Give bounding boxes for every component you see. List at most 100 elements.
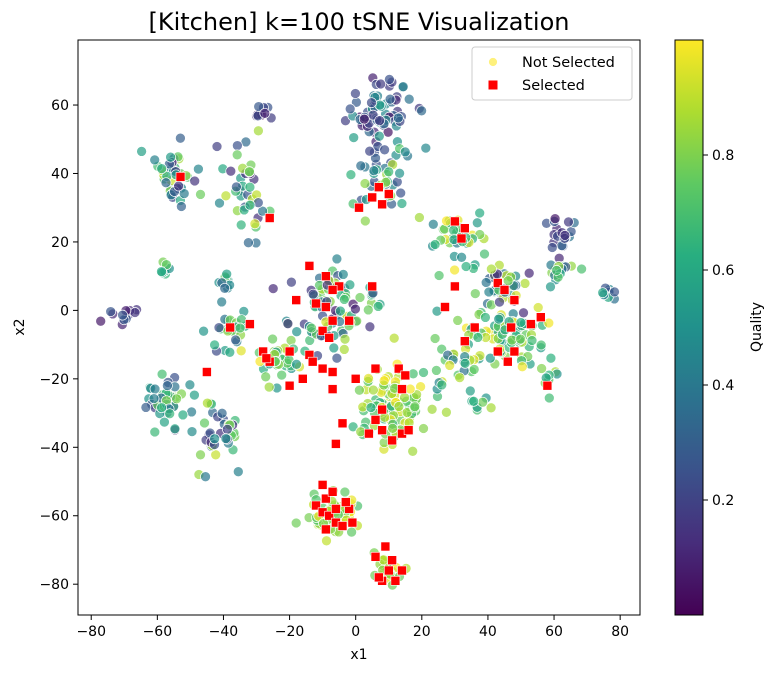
not-selected-point <box>384 93 396 105</box>
selected-point <box>202 367 212 377</box>
selected-point <box>324 332 335 343</box>
not-selected-point <box>563 216 574 228</box>
not-selected-point <box>338 294 350 305</box>
not-selected-point <box>480 312 491 323</box>
not-selected-point <box>397 81 409 93</box>
not-selected-point <box>474 207 486 219</box>
selected-point <box>175 172 186 182</box>
y-tick-label: 20 <box>51 235 69 251</box>
y-tick-label: 40 <box>51 166 69 182</box>
not-selected-point <box>370 152 381 164</box>
not-selected-point <box>117 309 128 321</box>
not-selected-point <box>335 305 346 317</box>
not-selected-point <box>493 313 505 325</box>
not-selected-point <box>433 270 445 281</box>
plot-frame <box>77 39 641 616</box>
not-selected-point <box>416 105 427 117</box>
selected-point <box>364 428 374 439</box>
not-selected-point <box>395 187 407 199</box>
not-selected-point <box>367 384 379 396</box>
not-selected-point <box>456 251 467 263</box>
selected-point <box>367 281 378 292</box>
not-selected-point <box>136 146 147 157</box>
not-selected-point <box>149 383 161 395</box>
not-selected-point <box>477 396 489 408</box>
not-selected-point <box>375 78 387 90</box>
not-selected-point <box>339 486 351 498</box>
selected-point <box>284 380 295 391</box>
not-selected-point <box>454 372 466 383</box>
y-tick-label: −40 <box>39 440 69 456</box>
not-selected-point <box>363 373 374 384</box>
not-selected-point <box>494 296 505 308</box>
not-selected-point <box>459 357 471 369</box>
not-selected-point <box>452 315 464 326</box>
not-selected-point <box>231 181 242 193</box>
colorbar-gradient <box>675 40 703 615</box>
chart-title: [Kitchen] k=100 tSNE Visualization <box>149 8 570 36</box>
not-selected-point <box>249 218 261 230</box>
selected-point <box>347 517 358 528</box>
not-selected-point <box>354 292 366 303</box>
selected-point <box>327 285 338 295</box>
not-selected-point <box>198 325 209 337</box>
not-selected-point <box>545 352 557 364</box>
not-selected-point <box>221 268 233 280</box>
selected-point <box>397 565 407 576</box>
not-selected-point <box>95 315 107 327</box>
not-selected-point <box>609 286 620 298</box>
y-tick-label: 0 <box>60 303 69 319</box>
not-selected-point <box>195 449 206 461</box>
not-selected-point <box>222 423 233 435</box>
not-selected-point <box>543 392 555 404</box>
not-selected-point <box>399 392 410 403</box>
not-selected-point <box>535 339 547 351</box>
not-selected-point <box>429 239 441 250</box>
not-selected-point <box>189 389 200 401</box>
x-axis-ticks: −80 −60 −40 −20 0 20 40 60 80 <box>76 615 629 640</box>
not-selected-point <box>502 275 514 287</box>
x-tick-label: 20 <box>413 624 431 640</box>
not-selected-point <box>260 371 272 383</box>
selected-point <box>387 435 397 446</box>
not-selected-point <box>199 417 210 429</box>
not-selected-point <box>383 166 395 178</box>
not-selected-point <box>243 237 254 249</box>
selected-point <box>459 223 470 233</box>
not-selected-point <box>427 218 439 230</box>
not-selected-point <box>384 74 395 85</box>
not-selected-point <box>276 369 288 381</box>
not-selected-point <box>403 93 415 105</box>
selected-point <box>284 346 295 357</box>
selected-point <box>459 336 470 347</box>
not-selected-point <box>597 287 609 299</box>
not-selected-point <box>372 301 384 312</box>
not-selected-point <box>472 332 484 343</box>
selected-point <box>469 322 480 333</box>
not-selected-point <box>184 379 196 391</box>
not-selected-point <box>546 242 558 253</box>
not-selected-point <box>362 304 374 316</box>
not-selected-point <box>337 269 349 280</box>
not-selected-point <box>519 278 531 289</box>
selected-point <box>331 439 341 449</box>
not-selected-point <box>359 215 371 227</box>
not-selected-point <box>350 88 361 99</box>
not-selected-point <box>418 367 429 378</box>
not-selected-point <box>232 466 244 478</box>
not-selected-point <box>355 160 367 172</box>
not-selected-point <box>516 361 528 373</box>
not-selected-point <box>259 107 271 119</box>
y-axis-ticks: −80 −60 −40 −20 0 20 40 60 <box>39 98 78 593</box>
not-selected-point <box>436 379 448 391</box>
selected-point <box>344 315 354 326</box>
not-selected-point <box>160 177 172 189</box>
selected-point <box>383 565 394 576</box>
y-tick-label: −60 <box>39 509 69 525</box>
selected-point <box>261 353 272 364</box>
x-tick-label: 40 <box>479 624 497 640</box>
not-selected-point <box>483 286 495 298</box>
not-selected-point <box>344 103 356 115</box>
not-selected-point <box>420 142 432 154</box>
not-selected-point <box>471 217 483 229</box>
